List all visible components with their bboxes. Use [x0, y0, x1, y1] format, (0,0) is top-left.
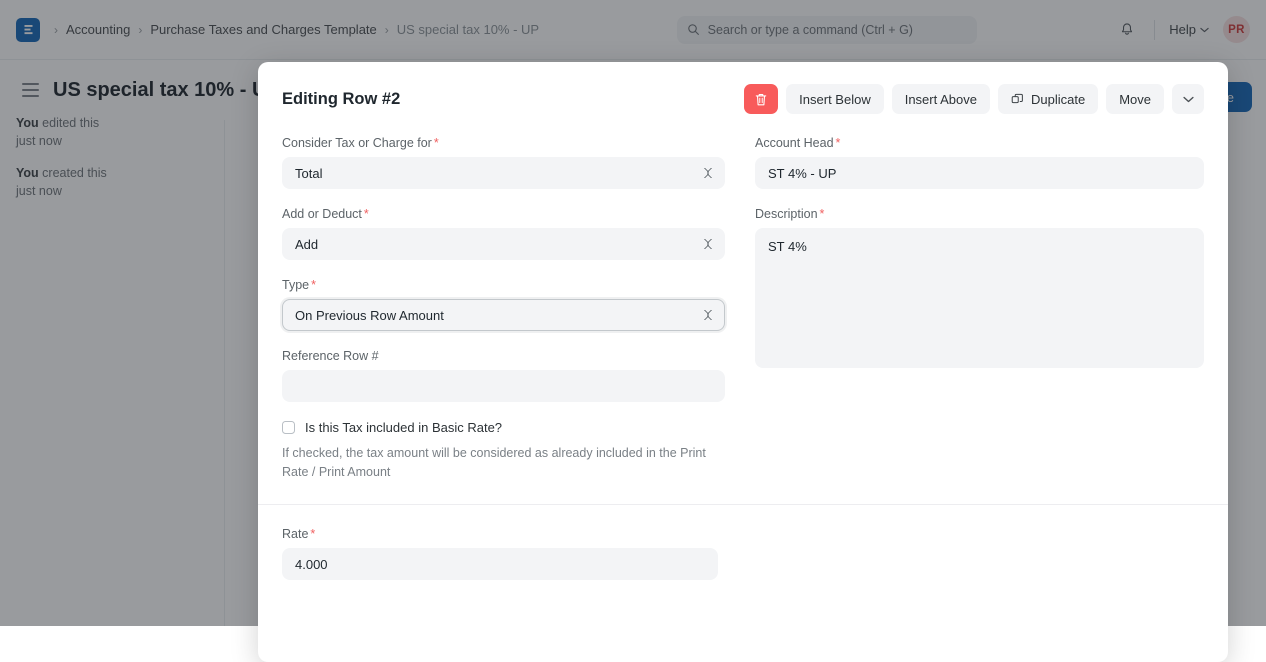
delete-row-button[interactable] — [744, 84, 778, 114]
field-type: Type* On Previous Row Amount — [282, 278, 725, 331]
form-column-right: Account Head* ST 4% - UP Description* ST… — [755, 136, 1204, 482]
field-account-head: Account Head* ST 4% - UP — [755, 136, 1204, 189]
included-in-basic-rate-checkbox[interactable] — [282, 421, 295, 434]
trash-icon — [754, 92, 768, 107]
duplicate-label: Duplicate — [1031, 92, 1085, 107]
edit-row-dialog: Editing Row #2 Insert Below Insert Above… — [258, 62, 1228, 662]
insert-below-button[interactable]: Insert Below — [786, 84, 884, 114]
rate-input[interactable]: 4.000 — [282, 548, 718, 580]
label-text: Account Head — [755, 136, 834, 150]
description-textarea[interactable]: ST 4% — [755, 228, 1204, 368]
required-marker: * — [310, 527, 315, 541]
dialog-body: Consider Tax or Charge for* Total Add or… — [258, 136, 1228, 662]
rate-label: Rate* — [282, 527, 1204, 541]
label-text: Description — [755, 207, 818, 221]
label-text: Type — [282, 278, 309, 292]
add-or-deduct-select[interactable]: Add — [282, 228, 725, 260]
field-consider-tax-for: Consider Tax or Charge for* Total — [282, 136, 725, 189]
required-marker: * — [836, 136, 841, 150]
label-text: Reference Row # — [282, 349, 379, 363]
consider-tax-for-select[interactable]: Total — [282, 157, 725, 189]
reference-row-input[interactable] — [282, 370, 725, 402]
required-marker: * — [311, 278, 316, 292]
dialog-title: Editing Row #2 — [282, 90, 400, 109]
chevron-down-icon — [1183, 96, 1194, 103]
included-in-basic-rate-label: Is this Tax included in Basic Rate? — [305, 420, 502, 435]
dialog-header: Editing Row #2 Insert Below Insert Above… — [258, 62, 1228, 136]
label-text: Add or Deduct — [282, 207, 362, 221]
field-add-or-deduct: Add or Deduct* Add — [282, 207, 725, 260]
reference-row-label: Reference Row # — [282, 349, 725, 363]
form-column-left: Consider Tax or Charge for* Total Add or… — [282, 136, 725, 482]
dialog-toolbar: Insert Below Insert Above Duplicate Move — [744, 84, 1204, 114]
included-in-basic-rate-row[interactable]: Is this Tax included in Basic Rate? — [282, 420, 725, 435]
insert-above-button[interactable]: Insert Above — [892, 84, 990, 114]
field-description: Description* ST 4% — [755, 207, 1204, 368]
required-marker: * — [434, 136, 439, 150]
type-label: Type* — [282, 278, 725, 292]
label-text: Rate — [282, 527, 308, 541]
duplicate-button[interactable]: Duplicate — [998, 84, 1098, 114]
type-select[interactable]: On Previous Row Amount — [282, 299, 725, 331]
required-marker: * — [364, 207, 369, 221]
move-button[interactable]: Move — [1106, 84, 1164, 114]
description-label: Description* — [755, 207, 1204, 221]
field-rate: Rate* 4.000 — [282, 505, 1204, 580]
account-head-label: Account Head* — [755, 136, 1204, 150]
add-or-deduct-label: Add or Deduct* — [282, 207, 725, 221]
consider-tax-for-label: Consider Tax or Charge for* — [282, 136, 725, 150]
duplicate-icon — [1011, 93, 1024, 106]
label-text: Consider Tax or Charge for — [282, 136, 432, 150]
more-actions-button[interactable] — [1172, 84, 1204, 114]
account-head-input[interactable]: ST 4% - UP — [755, 157, 1204, 189]
form-grid: Consider Tax or Charge for* Total Add or… — [282, 136, 1204, 482]
field-reference-row: Reference Row # — [282, 349, 725, 402]
included-in-basic-rate-help: If checked, the tax amount will be consi… — [282, 444, 722, 482]
required-marker: * — [820, 207, 825, 221]
